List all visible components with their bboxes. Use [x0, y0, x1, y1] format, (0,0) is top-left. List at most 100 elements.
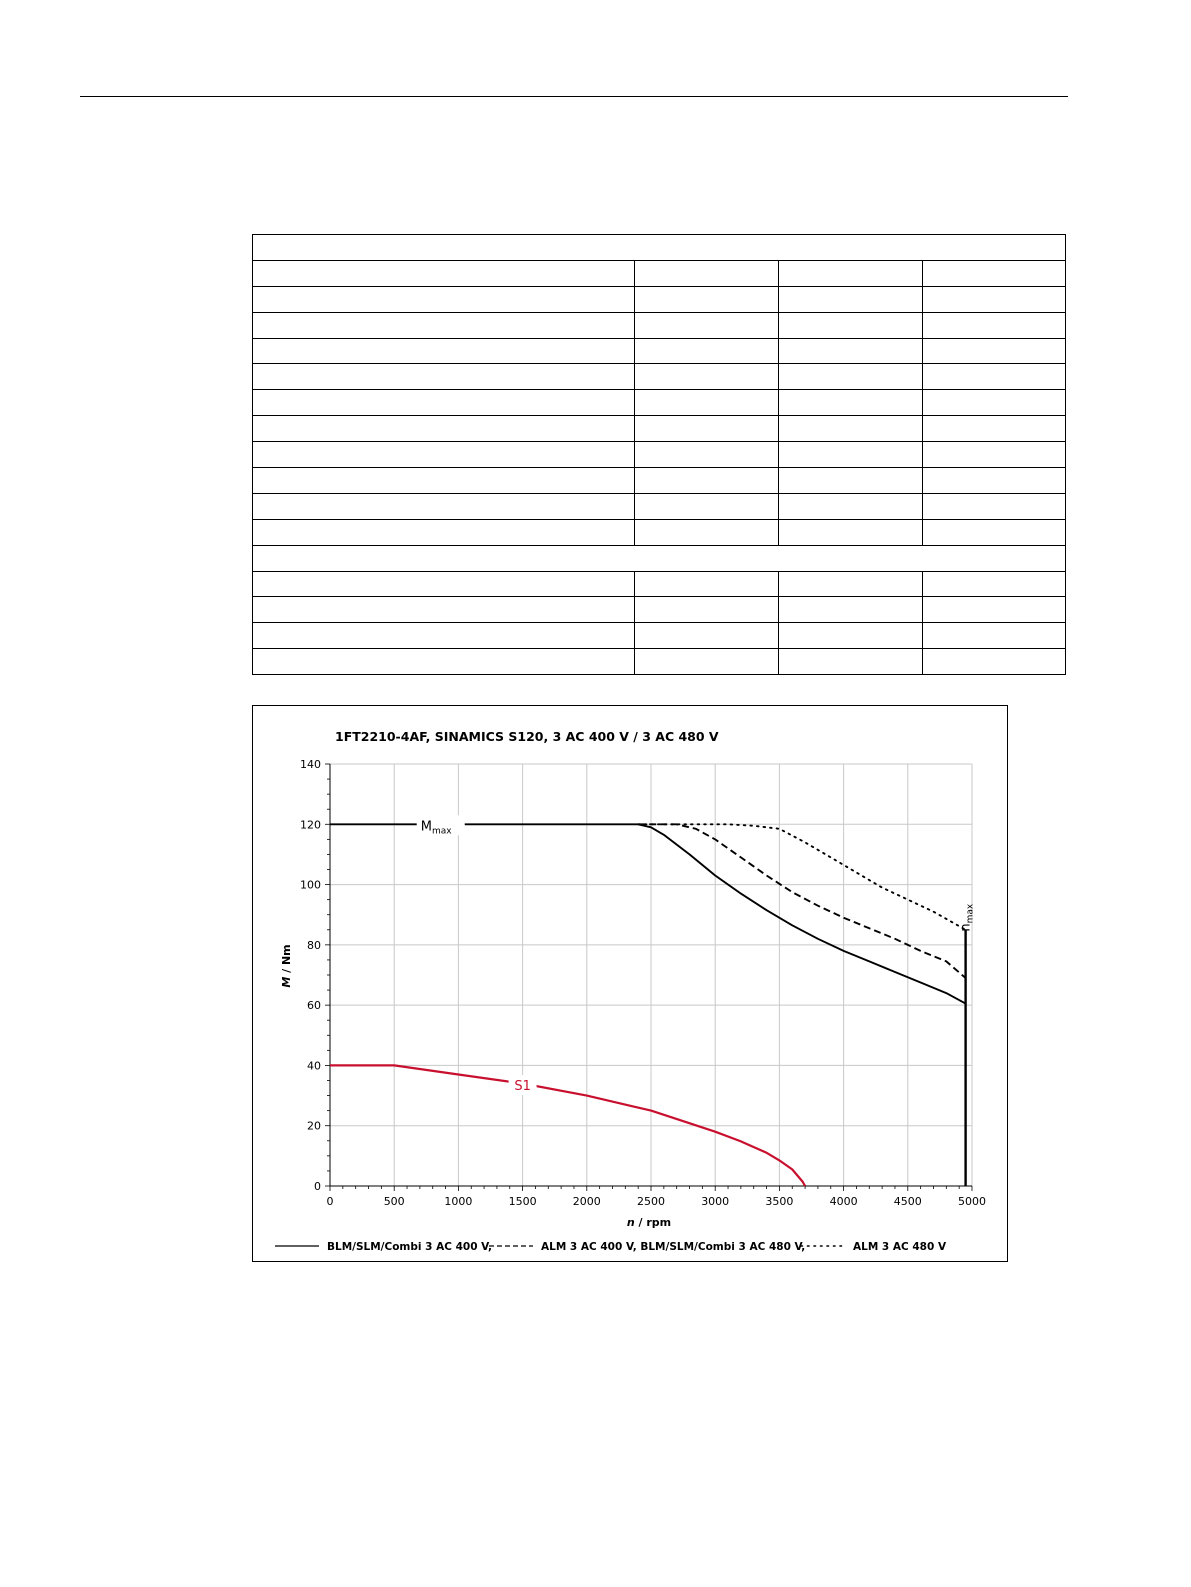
table-cell — [922, 518, 1066, 546]
grid-lines — [330, 763, 973, 1186]
table-cell — [922, 492, 1066, 520]
table-cell — [778, 596, 923, 624]
table-row — [252, 363, 1066, 391]
x-tick-label: 2000 — [573, 1195, 601, 1208]
x-tick-label: 5000 — [958, 1195, 986, 1208]
x-tick-label: 1000 — [444, 1195, 472, 1208]
table-row — [252, 570, 1066, 598]
table-cell — [922, 311, 1066, 339]
table-cell — [778, 259, 923, 287]
n-max-label: nmax — [959, 903, 976, 932]
series-line-alm-3-ac-480-v — [637, 823, 967, 931]
legend-label: ALM 3 AC 480 V — [853, 1241, 947, 1253]
series-line-s1 — [330, 1064, 807, 1187]
table-cell — [252, 415, 635, 443]
table-cell — [778, 415, 923, 443]
table-cell — [634, 285, 779, 313]
table-row — [252, 492, 1066, 520]
table-cell — [252, 467, 635, 494]
table-cell — [778, 492, 923, 520]
x-tick-label: 4500 — [894, 1195, 922, 1208]
x-tick-label: 2500 — [637, 1195, 665, 1208]
x-tick-label: 3000 — [701, 1195, 729, 1208]
x-tick-label: 4000 — [830, 1195, 858, 1208]
legend-label: BLM/SLM/Combi 3 AC 400 V, — [327, 1241, 492, 1253]
y-tick-label: 140 — [300, 758, 321, 771]
y-axis-label: M / Nm — [280, 944, 293, 987]
table-cell — [634, 415, 779, 443]
table-cell — [922, 441, 1066, 469]
table-section-header — [252, 544, 1066, 572]
m-max-label: Mmax — [421, 819, 453, 836]
legend-label: ALM 3 AC 400 V, BLM/SLM/Combi 3 AC 480 V… — [541, 1241, 805, 1253]
table-cell — [252, 648, 635, 676]
table-cell — [778, 441, 923, 469]
table-cell — [252, 570, 635, 598]
x-tick-label: 0 — [327, 1195, 334, 1208]
table-row — [252, 518, 1066, 546]
y-tick-label: 0 — [314, 1180, 321, 1193]
series-line-alm-3-ac-400-v-blm-slm-combi-3-ac-480-v — [638, 823, 967, 979]
table-row — [252, 648, 1066, 676]
table-row — [252, 622, 1066, 650]
table-cell — [922, 415, 1066, 443]
table-cell — [634, 337, 779, 365]
table-cell — [922, 596, 1066, 624]
table-row — [252, 389, 1066, 417]
table-cell — [778, 311, 923, 339]
table-row — [252, 337, 1066, 365]
table-cell — [922, 570, 1066, 598]
table-cell — [252, 441, 635, 469]
y-tick-label: 80 — [307, 939, 321, 952]
table-cell — [922, 648, 1066, 676]
table-cell — [252, 363, 635, 391]
table-cell — [252, 492, 635, 520]
plot-series — [330, 823, 967, 1187]
table-row — [252, 415, 1066, 443]
table-cell — [778, 518, 923, 546]
x-tick-label: 1500 — [509, 1195, 537, 1208]
table-cell — [252, 337, 635, 365]
section-header-cell — [252, 544, 1066, 572]
table-cell — [252, 311, 635, 339]
table-cell — [634, 259, 779, 287]
table-cell — [634, 622, 779, 650]
table-cell — [778, 467, 923, 494]
header-rule — [80, 96, 1068, 97]
table-cell — [252, 518, 635, 546]
table-cell — [922, 259, 1066, 287]
table-row — [252, 467, 1066, 494]
table-cell — [778, 570, 923, 598]
m-max-label-bg — [416, 815, 465, 836]
annotations: Mmax nmax S1 — [416, 815, 976, 1096]
table-cell — [778, 363, 923, 391]
table-cell — [778, 648, 923, 676]
table-cell — [634, 441, 779, 469]
table-cell — [252, 285, 635, 313]
y-tick-label: 40 — [307, 1059, 321, 1072]
series-line-blm-slm-combi-3-ac-400-v — [330, 823, 967, 1005]
s1-label: S1 — [514, 1079, 531, 1094]
table-cell — [634, 492, 779, 520]
table-cell — [252, 596, 635, 624]
table-row — [252, 311, 1066, 339]
table-cell — [252, 622, 635, 650]
table-row — [252, 596, 1066, 624]
table-cell — [634, 518, 779, 546]
table-cell — [634, 570, 779, 598]
table-cell — [922, 389, 1066, 417]
axes: 0 20 40 60 80 100 120 140 0 500 1000 1500 2000 2500 30… — [300, 758, 986, 1208]
table-cell — [778, 389, 923, 417]
table-cell — [634, 311, 779, 339]
legend: BLM/SLM/Combi 3 AC 400 V, ALM 3 AC 400 V,… — [275, 1241, 947, 1253]
table-cell — [634, 389, 779, 417]
table-cell — [252, 259, 635, 287]
table-cell — [634, 467, 779, 494]
table-cell — [922, 622, 1066, 650]
table-cell — [922, 467, 1066, 494]
y-tick-label: 100 — [300, 879, 321, 892]
table-section-header — [252, 234, 1066, 261]
torque-speed-chart: 0 20 40 60 80 100 120 140 0 500 1000 1500 2000 2500 30… — [252, 705, 1008, 1262]
data-table — [252, 234, 1066, 676]
table-cell — [778, 337, 923, 365]
